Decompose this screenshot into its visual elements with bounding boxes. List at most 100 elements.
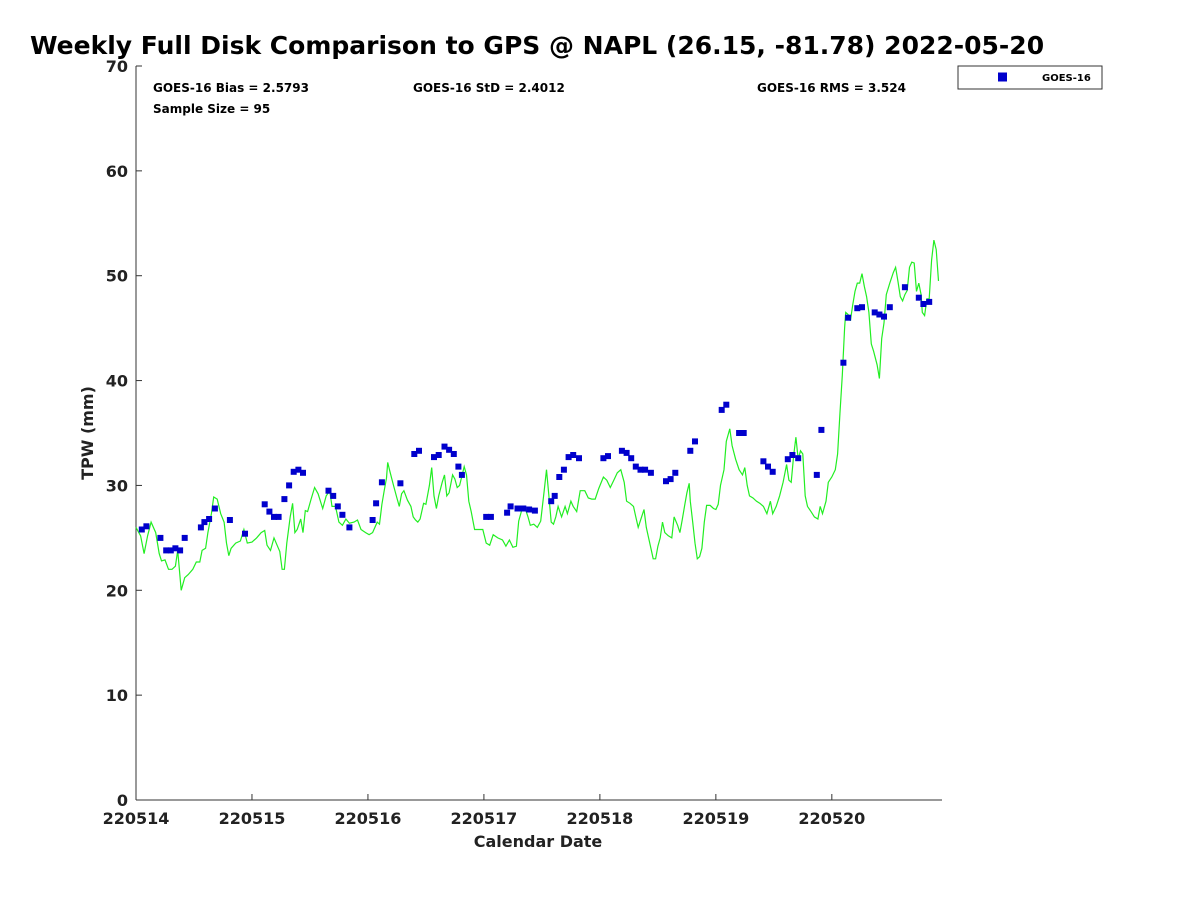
data-point-goes-16: [397, 480, 404, 487]
data-point-goes-16: [167, 547, 174, 554]
x-tick-label: 220518: [566, 809, 633, 828]
data-point-goes-16: [623, 449, 630, 456]
data-point-goes-16: [378, 479, 385, 486]
data-point-goes-16: [795, 455, 802, 462]
data-point-goes-16: [886, 304, 893, 311]
y-tick-label: 20: [106, 581, 128, 600]
data-point-goes-16: [266, 508, 273, 515]
data-point-goes-16: [840, 359, 847, 366]
data-point-goes-16: [876, 311, 883, 318]
data-point-goes-16: [197, 524, 204, 531]
legend: GOES-16: [957, 65, 1103, 90]
data-point-goes-16: [765, 463, 771, 470]
data-point-goes-16: [450, 451, 457, 457]
data-point-goes-16: [514, 505, 521, 512]
data-point-goes-16: [570, 452, 577, 458]
data-point-goes-16: [416, 447, 422, 454]
data-point-goes-16: [271, 513, 277, 520]
data-point-goes-16: [926, 298, 933, 305]
data-point-goes-16: [740, 430, 747, 436]
data-point-goes-16: [854, 305, 861, 312]
data-point-goes-16: [632, 463, 639, 470]
chart-title: Weekly Full Disk Comparison to GPS @ NAP…: [30, 31, 1044, 60]
data-point-goes-16: [226, 517, 233, 523]
data-point-goes-16: [871, 309, 878, 316]
data-point-goes-16: [556, 474, 563, 480]
data-point-goes-16: [507, 503, 514, 510]
data-point-goes-16: [138, 526, 145, 533]
y-tick-label: 70: [106, 57, 128, 76]
data-point-goes-16: [290, 468, 297, 475]
x-tick-label: 220517: [451, 809, 518, 828]
data-point-goes-16: [667, 476, 674, 483]
stat-sample-size: Sample Size = 95: [153, 102, 270, 116]
data-point-goes-16: [242, 530, 248, 537]
stat-rms: GOES-16 RMS = 3.524: [757, 81, 906, 95]
data-point-goes-16: [576, 455, 582, 462]
x-tick-label: 220515: [219, 809, 286, 828]
data-point-goes-16: [881, 313, 887, 320]
data-point-goes-16: [373, 500, 380, 507]
data-point-goes-16: [411, 451, 418, 457]
legend-marker-goes-16: [998, 72, 1007, 82]
y-tick-label: 0: [117, 791, 128, 810]
data-point-goes-16: [334, 503, 341, 510]
data-point-goes-16: [157, 534, 164, 541]
data-point-goes-16: [446, 446, 453, 453]
data-point-goes-16: [206, 516, 213, 522]
data-point-goes-16: [647, 469, 654, 476]
data-point-goes-16: [605, 453, 611, 460]
data-point-goes-16: [201, 519, 208, 526]
data-point-goes-16: [483, 513, 490, 520]
x-tick-label: 220519: [682, 809, 749, 828]
data-point-goes-16: [845, 314, 852, 321]
y-tick-label: 10: [106, 686, 128, 705]
data-point-goes-16: [784, 456, 791, 463]
y-tick-label: 60: [106, 162, 128, 181]
x-tick-label: 220520: [798, 809, 865, 828]
data-point-goes-16: [504, 509, 511, 516]
data-point-goes-16: [330, 492, 337, 499]
data-point-goes-16: [455, 463, 462, 470]
data-point-goes-16: [859, 304, 865, 311]
series-line-gps: [135, 239, 940, 591]
data-point-goes-16: [565, 454, 572, 461]
x-axis-label: Calendar Date: [474, 832, 603, 851]
data-point-goes-16: [295, 466, 302, 473]
stat-std: GOES-16 StD = 2.4012: [413, 81, 565, 95]
x-tick-label: 220514: [103, 809, 170, 828]
data-point-goes-16: [531, 507, 538, 514]
data-point-goes-16: [920, 301, 927, 307]
data-point-goes-16: [261, 501, 268, 508]
data-point-goes-16: [548, 498, 555, 505]
y-axis-ticks: 0 10 20 30 40 50 60 70: [106, 57, 142, 810]
data-point-goes-16: [637, 466, 644, 473]
legend-box: [957, 65, 1103, 90]
data-point-goes-16: [769, 468, 776, 475]
y-tick-label: 40: [106, 372, 128, 391]
y-tick-label: 50: [106, 267, 128, 286]
data-point-goes-16: [600, 455, 607, 462]
data-point-goes-16: [177, 547, 184, 554]
data-point-goes-16: [441, 443, 448, 450]
data-point-goes-16: [211, 505, 218, 512]
data-point-goes-16: [339, 511, 346, 518]
data-point-goes-16: [692, 438, 698, 445]
data-point-goes-16: [789, 452, 796, 458]
data-point-goes-16: [915, 294, 922, 301]
data-point-goes-16: [286, 482, 293, 489]
data-point-goes-16: [487, 513, 494, 520]
data-point-goes-16: [687, 447, 694, 454]
data-point-goes-16: [520, 505, 527, 512]
data-point-goes-16: [435, 452, 442, 458]
data-point-goes-16: [723, 401, 730, 408]
series-goes-16-markers: [138, 284, 933, 554]
y-axis-label: TPW (mm): [78, 386, 97, 480]
data-point-goes-16: [300, 469, 306, 476]
data-point-goes-16: [560, 466, 567, 473]
data-point-goes-16: [663, 478, 669, 485]
x-axis-ticks: 220514 220515 220516 220517 220518 220519 2205…: [103, 794, 865, 828]
data-point-goes-16: [275, 513, 282, 520]
data-point-goes-16: [163, 547, 170, 554]
